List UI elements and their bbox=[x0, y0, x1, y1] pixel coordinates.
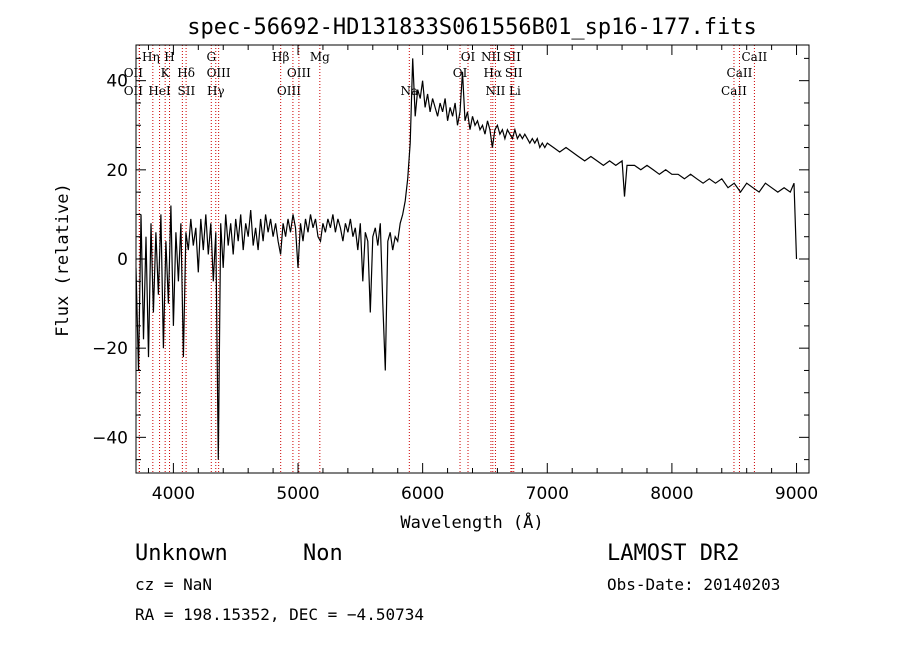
object-class: Unknown bbox=[135, 541, 228, 566]
line-label-17: OI bbox=[461, 50, 476, 64]
line-label-22: SII bbox=[505, 66, 523, 80]
line-label-11: Hβ bbox=[272, 50, 289, 64]
spectrum-series-line bbox=[136, 58, 798, 460]
obs-date-text: Obs-Date: 20140203 bbox=[607, 575, 780, 594]
line-label-14: Mg bbox=[310, 50, 330, 64]
line-label-25: CaII bbox=[727, 66, 753, 80]
line-label-20: NII bbox=[485, 84, 505, 98]
y-tick-label: −20 bbox=[92, 339, 128, 359]
line-label-9: Hγ bbox=[207, 84, 225, 98]
line-label-23: Li bbox=[509, 84, 521, 98]
x-tick-label: 6000 bbox=[401, 484, 444, 504]
x-tick-label: 7000 bbox=[526, 484, 569, 504]
line-label-3: HeI bbox=[148, 84, 171, 98]
line-label-13: OIII bbox=[287, 66, 311, 80]
line-label-26: CaII bbox=[741, 50, 767, 64]
chart-title: spec-56692-HD131833S061556B01_sp16-177.f… bbox=[187, 15, 757, 40]
line-label-0: OII bbox=[124, 66, 144, 80]
y-axis-label: Flux (relative) bbox=[53, 183, 73, 337]
emission-line-markers: OII OII Hη HeI KH SII Hδ G Hγ OIII Hβ OIII OIII Mg Na O… bbox=[124, 45, 768, 473]
line-label-19: Hα bbox=[484, 66, 503, 80]
line-label-4: K bbox=[161, 66, 171, 80]
y-tick-label: 20 bbox=[106, 161, 128, 181]
line-label-8: G bbox=[206, 50, 216, 64]
line-label-7: Hδ bbox=[177, 66, 195, 80]
line-label-12: OIII bbox=[277, 84, 301, 98]
object-subclass: Non bbox=[303, 541, 343, 566]
y-tick-label: 40 bbox=[106, 72, 128, 92]
redshift-text: cz = NaN bbox=[135, 575, 212, 594]
line-label-18: NII bbox=[481, 50, 501, 64]
x-axis-ticks: 4000 5000 6000 7000 8000 9000 bbox=[147, 45, 818, 504]
line-label-10: OIII bbox=[207, 66, 231, 80]
plot-frame bbox=[135, 44, 810, 474]
x-tick-label: 8000 bbox=[650, 484, 693, 504]
x-tick-label: 4000 bbox=[152, 484, 195, 504]
x-tick-label: 5000 bbox=[276, 484, 319, 504]
x-axis-label: Wavelength (Å) bbox=[400, 511, 543, 533]
survey-name: LAMOST DR2 bbox=[607, 541, 739, 566]
y-tick-label: −40 bbox=[92, 428, 128, 448]
coordinates-text: RA = 198.15352, DEC = −4.50734 bbox=[135, 605, 424, 624]
line-label-5: H bbox=[164, 50, 174, 64]
line-label-1: OII bbox=[124, 84, 144, 98]
line-label-16: OI bbox=[453, 66, 468, 80]
line-label-24: CaII bbox=[721, 84, 747, 98]
y-tick-label: 0 bbox=[117, 250, 128, 270]
x-tick-label: 9000 bbox=[775, 484, 818, 504]
line-label-15: Na bbox=[400, 84, 418, 98]
y-axis-ticks: −40 −20 0 20 40 bbox=[92, 57, 809, 461]
line-label-2: Hη bbox=[142, 50, 160, 64]
line-label-21: SII bbox=[503, 50, 521, 64]
